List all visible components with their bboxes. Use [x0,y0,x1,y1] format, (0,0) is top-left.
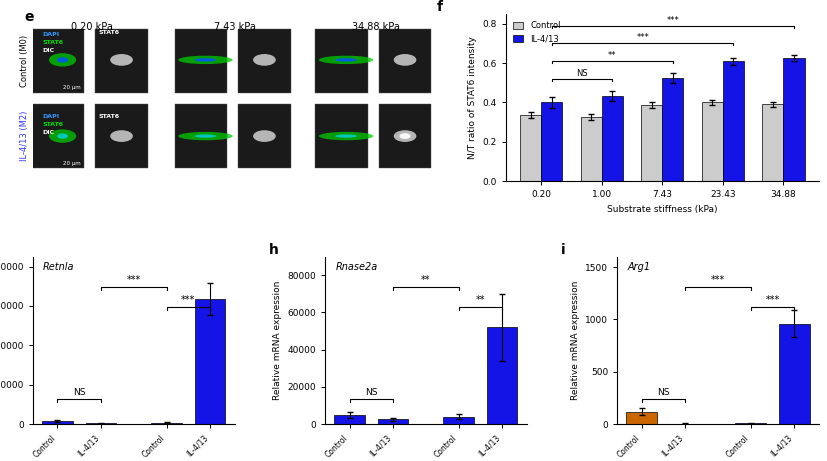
Ellipse shape [194,58,217,62]
Bar [581,117,602,181]
Text: IL-4/13 (M2): IL-4/13 (M2) [20,111,29,161]
Text: Arg1: Arg1 [628,262,651,272]
Bar [95,104,148,168]
Ellipse shape [194,135,217,138]
Text: ***: *** [181,295,195,305]
Bar [779,324,810,424]
Ellipse shape [394,54,417,66]
Text: DIC: DIC [42,130,55,136]
Text: **: ** [421,275,431,285]
Text: STAT6: STAT6 [99,114,120,118]
Text: ***: *** [127,275,141,285]
Legend: Control, IL-4/13: Control, IL-4/13 [510,18,564,47]
Bar [701,102,723,181]
Bar [238,29,290,93]
Ellipse shape [110,54,133,66]
Ellipse shape [179,132,232,140]
Ellipse shape [57,57,68,63]
Text: 20 μm: 20 μm [63,160,80,165]
Ellipse shape [319,56,373,64]
Text: DIC: DIC [42,48,55,53]
Ellipse shape [49,130,76,143]
Text: NS: NS [366,388,378,397]
Text: STAT6: STAT6 [42,40,64,45]
Bar [662,78,683,181]
Text: ***: *** [765,295,780,305]
Ellipse shape [399,133,411,139]
Bar [783,58,805,181]
Bar [42,421,73,424]
Y-axis label: Relative mRNA expression: Relative mRNA expression [273,281,282,400]
Text: STAT6: STAT6 [99,30,120,35]
Bar [723,61,744,181]
Y-axis label: Relative mRNA expression: Relative mRNA expression [571,281,580,400]
Ellipse shape [335,135,357,138]
Bar [641,106,662,181]
Ellipse shape [253,130,275,142]
Text: **: ** [608,51,617,60]
Bar [443,417,474,424]
Text: Retnla: Retnla [43,262,74,272]
Bar [487,327,518,424]
Text: 20 μm: 20 μm [63,85,80,90]
Ellipse shape [253,54,275,66]
Text: Control (M0): Control (M0) [20,35,29,87]
Ellipse shape [110,130,133,142]
Text: DAPI: DAPI [42,32,60,36]
Bar [626,412,657,424]
Text: ***: *** [636,33,649,42]
Ellipse shape [335,58,357,62]
Text: Rnase2a: Rnase2a [335,262,377,272]
Bar [32,29,84,93]
Ellipse shape [394,130,417,142]
Text: NS: NS [73,388,85,397]
Bar [95,29,148,93]
Text: DAPI: DAPI [42,114,60,118]
Ellipse shape [179,56,232,64]
Ellipse shape [49,53,76,66]
Bar [379,29,431,93]
Bar [195,299,226,424]
Bar [315,29,368,93]
Text: ***: *** [711,275,725,285]
Text: e: e [24,11,34,24]
Bar [602,95,623,181]
Bar [542,102,562,181]
Text: i: i [561,243,566,257]
Text: STAT6: STAT6 [42,122,64,127]
Y-axis label: N/T ratio of STAT6 intensity: N/T ratio of STAT6 intensity [468,36,477,159]
Bar [174,104,227,168]
Bar [151,423,182,424]
Bar [174,29,227,93]
Text: NS: NS [657,388,670,397]
Bar [315,104,368,168]
Bar [762,105,783,181]
Bar [520,115,542,181]
Text: **: ** [476,295,485,305]
Bar [334,415,365,424]
Text: 34.88 kPa: 34.88 kPa [351,22,399,32]
Bar [735,423,766,424]
Text: ***: *** [667,16,679,25]
Text: 0.20 kPa: 0.20 kPa [71,22,113,32]
Bar [378,420,409,424]
Text: h: h [269,243,279,257]
Bar [86,423,117,424]
X-axis label: Substrate stiffness (kPa): Substrate stiffness (kPa) [607,205,718,214]
Text: f: f [437,0,443,14]
Bar [32,104,84,168]
Ellipse shape [57,133,68,139]
Bar [379,104,431,168]
Text: 7.43 kPa: 7.43 kPa [214,22,256,32]
Text: NS: NS [576,69,588,78]
Bar [238,104,290,168]
Ellipse shape [319,132,373,140]
